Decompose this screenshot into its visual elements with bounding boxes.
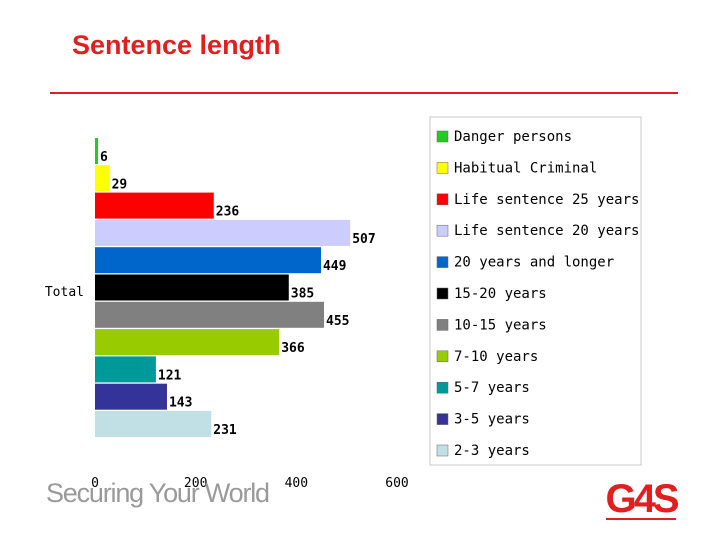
legend-swatch-15-20-years <box>436 287 449 300</box>
legend-label-life-sentence-25-years: Life sentence 25 years <box>454 192 639 208</box>
bar-2-3-years <box>95 411 212 437</box>
x-tick-label: 400 <box>285 476 308 491</box>
legend-label-7-10-years: 7-10 years <box>454 349 538 365</box>
bar-10-15-years <box>95 301 325 328</box>
tagline: Securing Your World <box>46 478 270 508</box>
value-label-3-5-years: 143 <box>169 396 192 411</box>
value-label-20-years-and-longer: 449 <box>323 259 346 274</box>
legend-swatch-life-sentence-25-years <box>436 193 449 206</box>
legend-swatch-5-7-years <box>436 381 449 394</box>
value-label-10-15-years: 455 <box>326 314 349 329</box>
x-tick-label: 600 <box>385 476 408 491</box>
legend-label-15-20-years: 15-20 years <box>454 286 547 302</box>
legend-label-20-years-and-longer: 20 years and longer <box>454 255 614 271</box>
value-label-danger-persons: 6 <box>100 150 108 165</box>
legend-swatch-10-15-years <box>436 319 449 331</box>
legend-label-3-5-years: 3-5 years <box>454 412 530 428</box>
value-label-5-7-years: 121 <box>158 368 182 383</box>
g4s-logo: G4S <box>605 477 681 521</box>
ticks-layer: 0 200 400 600 <box>91 476 409 491</box>
legend-layer: Danger persons Habitual Criminal Life sent… <box>436 129 639 459</box>
value-label-habitual-criminal: 29 <box>112 177 128 192</box>
legend-label-5-7-years: 5-7 years <box>454 380 530 396</box>
value-label-15-20-years: 385 <box>291 287 314 302</box>
bars-layer <box>95 138 351 437</box>
bar-habitual-criminal <box>95 165 110 192</box>
legend-swatch-2-3-years <box>436 444 449 457</box>
title-divider <box>50 92 678 94</box>
svg-text:G4S: G4S <box>605 477 678 521</box>
x-tick-label: 0 <box>91 476 99 491</box>
value-label-2-3-years: 231 <box>213 423 237 438</box>
bar-15-20-years <box>95 274 289 301</box>
bar-5-7-years <box>95 356 156 383</box>
legend-label-habitual-criminal: Habitual Criminal <box>454 160 597 176</box>
bar-life-sentence-25-years <box>95 192 214 219</box>
legend-swatch-danger-persons <box>436 130 449 143</box>
value-label-life-sentence-20-years: 507 <box>352 232 375 247</box>
x-tick-label: 200 <box>184 476 207 491</box>
legend-label-10-15-years: 10-15 years <box>454 317 547 333</box>
legend-swatch-20-years-and-longer <box>436 256 449 268</box>
bar-danger-persons <box>95 138 99 164</box>
bar-life-sentence-20-years <box>95 219 351 246</box>
bar-20-years-and-longer <box>95 247 321 274</box>
legend-box <box>429 116 642 466</box>
category-label-total: Total <box>45 285 84 300</box>
legend-swatch-habitual-criminal <box>436 162 449 174</box>
value-label-7-10-years: 366 <box>281 341 305 356</box>
legend-swatch-life-sentence-20-years <box>436 224 449 237</box>
legend-swatch-3-5-years <box>436 413 449 425</box>
value-labels-layer: 6 29 236 507 449 385 455 366 121 143 231 <box>100 150 376 438</box>
bar-3-5-years <box>95 383 167 410</box>
legend-label-2-3-years: 2-3 years <box>454 443 530 459</box>
bar-7-10-years <box>95 329 280 356</box>
legend-swatch-7-10-years <box>436 350 449 363</box>
slide-title: Sentence length <box>72 30 281 60</box>
legend-label-danger-persons: Danger persons <box>454 129 572 145</box>
value-label-life-sentence-25-years: 236 <box>216 205 240 220</box>
legend-label-life-sentence-20-years: Life sentence 20 years <box>454 223 639 239</box>
